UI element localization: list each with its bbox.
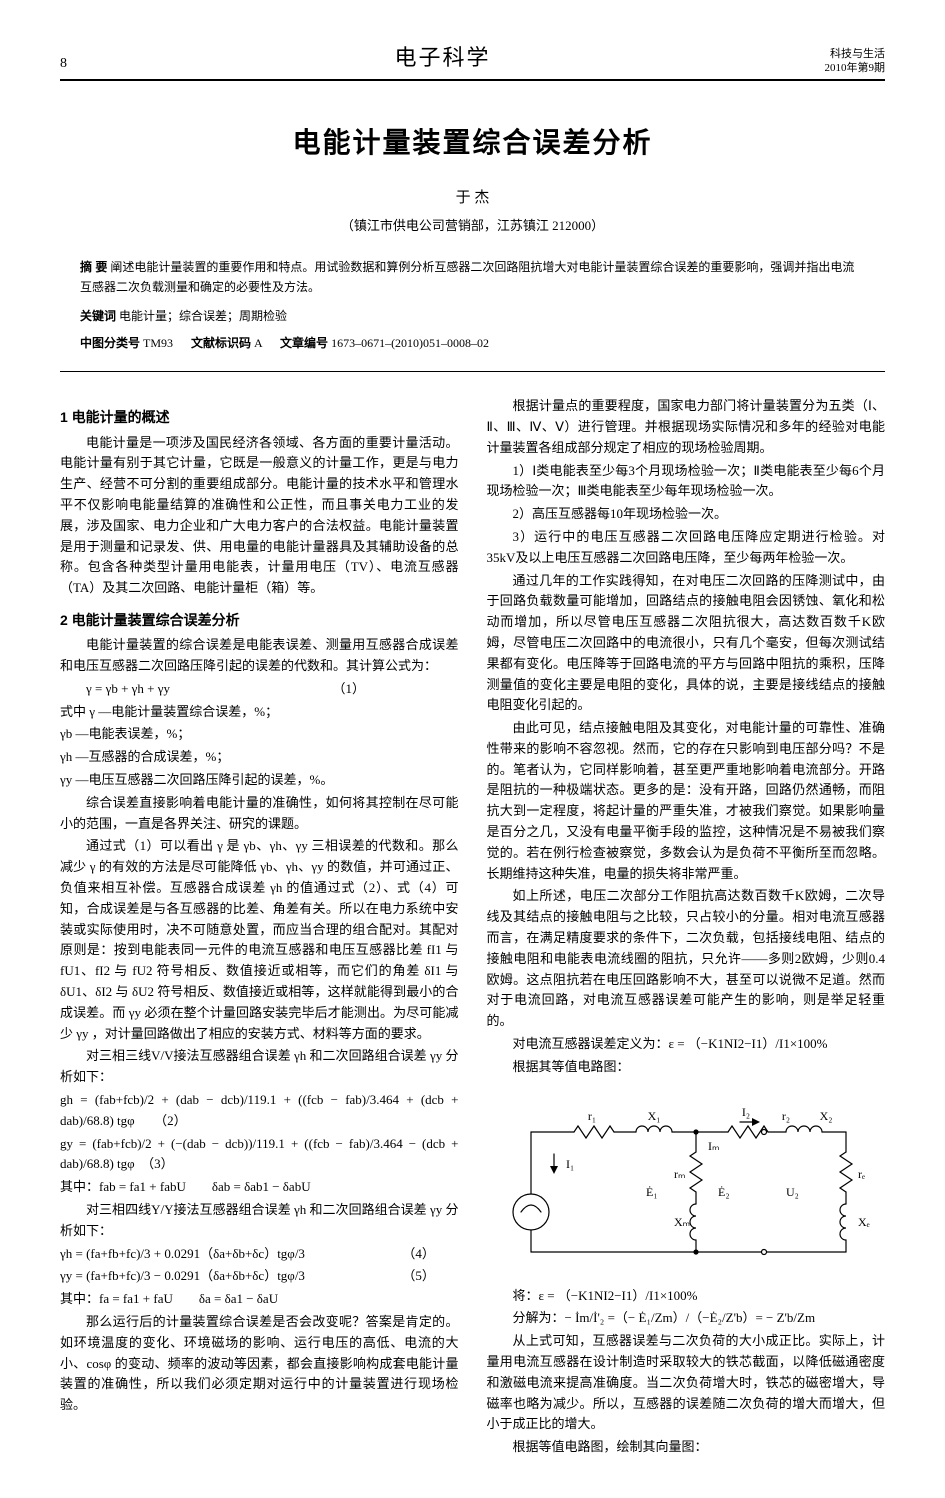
journal-name: 电子科学 (120, 40, 765, 75)
label-xb: Xₑ (858, 1215, 870, 1229)
article-title: 电能计量装置综合误差分析 (60, 121, 885, 166)
issue-info: 科技与生活 2010年第9期 (765, 47, 885, 76)
r-p1: 通过几年的工作实践得知，在对电压二次回路的压降测试中，由于回路负载数量可能增加，… (487, 571, 886, 717)
label-r1: r₁ (588, 1109, 596, 1123)
s2-defs: 式中 γ —电能计量装置综合误差，%； (60, 702, 459, 723)
classification-line: 中图分类号 TM93 文献标识码 A 文章编号 1673–0671–(2010)… (80, 334, 865, 353)
r-li3: 3）运行中的电压互感器二次回路电压降应定期进行检验。对35kV及以上电压互感器二… (487, 527, 886, 569)
s1-p1: 电能计量是一项涉及国民经济各领域、各方面的重要计量活动。电能计量有别于其它计量，… (60, 433, 459, 599)
author: 于 杰 (60, 186, 885, 210)
doc-code-label: 文献标识码 (191, 336, 251, 350)
s2-p2: 综合误差直接影响着电能计量的准确性，如何将其控制在尽可能小的范围，一直是各界关注… (60, 793, 459, 835)
abstract-text: 阐述电能计量装置的重要作用和特点。用试验数据和算例分析互感器二次回路阻抗增大对电… (80, 260, 854, 294)
r-p4: 对电流互感器误差定义为：ε = （−K1NI2−I1）/I1×100% (487, 1034, 886, 1055)
s2-p3: 通过式（1）可以看出 γ 是 γb、γh、γy 三相误差的代数和。那么减少 γ … (60, 836, 459, 1044)
label-xm: Xₘ (674, 1215, 690, 1229)
s2-p6: 那么运行后的计量装置综合误差是否会改变呢？答案是肯定的。如环境温度的变化、环境磁… (60, 1312, 459, 1416)
issue-top: 科技与生活 (765, 47, 885, 61)
abstract-label: 摘 要 (80, 260, 107, 274)
label-u2: U₂ (786, 1185, 799, 1199)
label-x2: X₂ (819, 1109, 832, 1123)
article-no-label: 文章编号 (280, 336, 328, 350)
separator (60, 371, 885, 372)
eq-where-1: 其中：fab = fa1 + fabU δab = δab1 − δabU (60, 1177, 459, 1198)
s2-def-h: γh —互感器的合成误差，%； (60, 747, 459, 768)
label-r2: r₂ (782, 1109, 790, 1123)
keywords-text: 电能计量；综合误差；周期检验 (119, 309, 287, 323)
equation-5: γy = (fa+fb+fc)/3 − 0.0291（δa+δb+δc）tgφ/… (60, 1266, 459, 1287)
abstract: 摘 要 阐述电能计量装置的重要作用和特点。用试验数据和算例分析互感器二次回路阻抗… (80, 257, 865, 298)
page-header: 8 电子科学 科技与生活 2010年第9期 (60, 40, 885, 81)
label-rm: rₘ (674, 1167, 685, 1181)
s2-p1: 电能计量装置的综合误差是电能表误差、测量用互感器合成误差和电压互感器二次回路压降… (60, 635, 459, 677)
equation-3: gy = (fab+fcb)/2 + (−(dab − dcb))/119.1 … (60, 1134, 459, 1176)
equation-1: γ = γb + γh + γy （1） (60, 679, 459, 700)
equation-4: γh = (fa+fb+fc)/3 + 0.0291（δa+δb+δc）tgφ/… (60, 1244, 459, 1265)
s2-def-b: γb —电能表误差，%； (60, 724, 459, 745)
r-p5: 根据其等值电路图： (487, 1057, 886, 1078)
class-no-value: TM93 (143, 336, 173, 350)
label-i2: I₂ (742, 1105, 750, 1119)
body-columns: 1 电能计量的概述 电能计量是一项涉及国民经济各领域、各方面的重要计量活动。电能… (60, 396, 885, 1458)
label-x1: X₁ (647, 1109, 660, 1123)
s2-def-y: γy —电压互感器二次回路压降引起的误差，%。 (60, 770, 459, 791)
doc-code-value: A (254, 336, 262, 350)
class-no-label: 中图分类号 (80, 336, 140, 350)
section-1-title: 1 电能计量的概述 (60, 406, 459, 428)
label-im: Iₘ (708, 1139, 719, 1153)
article-no-value: 1673–0671–(2010)051–0008–02 (331, 336, 489, 350)
r-p6: 将：ε = （−K1NI2−I1）/I1×100% (487, 1286, 886, 1307)
r-p9: 根据等值电路图，绘制其向量图： (487, 1437, 886, 1458)
label-rb: rₑ (858, 1167, 865, 1181)
eq-where-2: 其中：fa = fa1 + faU δa = δa1 − δaU (60, 1289, 459, 1310)
circuit-diagram: r₁ X₁ I₁ Iₘ rₘ Xₘ Ė₁ (496, 1092, 876, 1272)
r-p2: 由此可见，结点接触电阻及其变化，对电能计量的可靠性、准确性带来的影响不容忽视。然… (487, 718, 886, 884)
page-number: 8 (60, 53, 120, 75)
label-i1: I₁ (566, 1157, 574, 1171)
s2-p7: 根据计量点的重要程度，国家电力部门将计量装置分为五类（Ⅰ、Ⅱ、Ⅲ、Ⅳ、Ⅴ）进行管… (487, 396, 886, 458)
equation-2: gh = (fab+fcb)/2 + (dab − dcb)/119.1 + (… (60, 1090, 459, 1132)
section-2-title: 2 电能计量装置综合误差分析 (60, 609, 459, 631)
label-e1: Ė₁ (646, 1185, 658, 1199)
r-p8: 从上式可知，互感器误差与二次负荷的大小成正比。实际上，计量用电流互感器在设计制造… (487, 1331, 886, 1435)
s2-p5: 对三相四线Y/Y接法互感器组合误差 γh 和二次回路组合误差 γy 分析如下： (60, 1200, 459, 1242)
issue-bottom: 2010年第9期 (765, 61, 885, 75)
keywords: 关键词 电能计量；综合误差；周期检验 (80, 306, 865, 326)
r-p7: 分解为：− İm/İ'₂ =（− Ė₁/Zm）/（−Ė₂/Z'b）= − Z'b… (487, 1308, 886, 1329)
s2-p4: 对三相三线V/V接法互感器组合误差 γh 和二次回路组合误差 γy 分析如下： (60, 1046, 459, 1088)
affiliation: （镇江市供电公司营销部，江苏镇江 212000） (60, 216, 885, 237)
r-li1: 1）Ⅰ类电能表至少每3个月现场检验一次；Ⅱ类电能表至少每6个月现场检验一次；Ⅲ类… (487, 461, 886, 503)
r-li2: 2）高压互感器每10年现场检验一次。 (487, 504, 886, 525)
r-p3: 如上所述，电压二次部分工作阻抗高达数百数千K欧姆，二次导线及其结点的接触电阻与之… (487, 886, 886, 1032)
keywords-label: 关键词 (80, 309, 116, 323)
label-e2: Ė₂ (718, 1185, 730, 1199)
